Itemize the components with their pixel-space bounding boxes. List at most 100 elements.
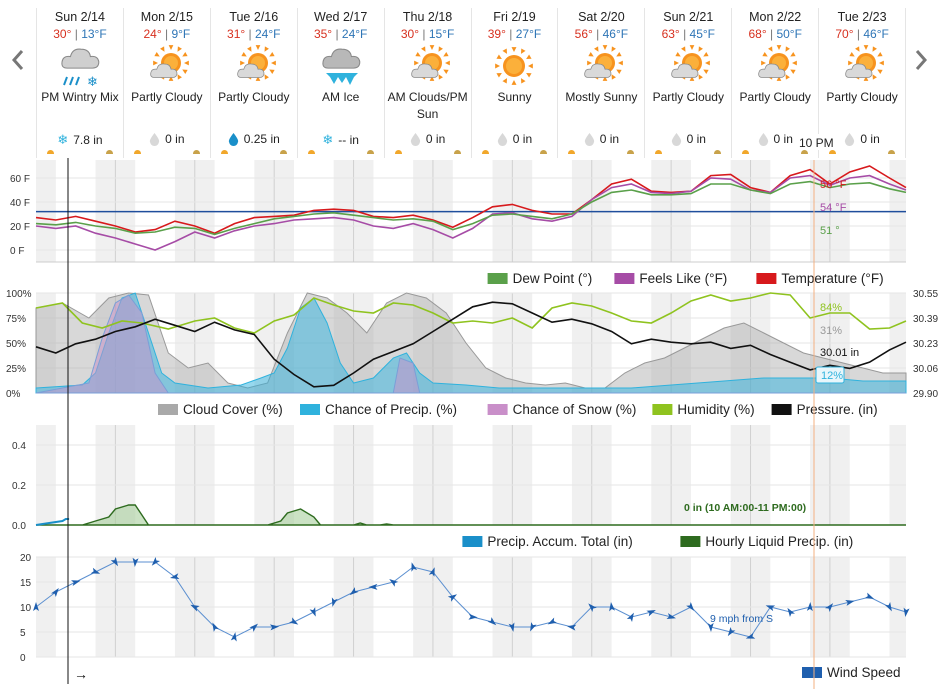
low-temp: 15°F xyxy=(428,27,455,41)
sunset-icon xyxy=(366,150,374,154)
y2-tick-label: 30.06 xyxy=(913,364,938,375)
y-tick-label: 60 F xyxy=(10,174,30,185)
sunset-icon xyxy=(627,150,635,154)
dew-point-end-label: 51 ° xyxy=(820,225,840,237)
legend-label: Precip. Accum. Total (in) xyxy=(487,534,632,549)
drop-icon xyxy=(410,132,421,146)
precip-value: 0 in xyxy=(425,132,446,146)
high-temp: 35° xyxy=(313,27,333,41)
weather-icon-wrap xyxy=(472,43,558,89)
wind-direction-arrow xyxy=(806,602,813,612)
wind-direction-arrow xyxy=(90,567,101,574)
y-tick-label: 50% xyxy=(6,339,26,350)
legend-swatch xyxy=(802,667,822,678)
day-column[interactable]: Mon 2/22 68° | 50°F Partly Cloudy 0 in xyxy=(732,8,820,158)
y-tick-label: 10 xyxy=(20,603,32,614)
hourly-precip-area xyxy=(36,504,906,526)
wind-direction-arrow xyxy=(646,610,656,617)
high-temp: 70° xyxy=(835,27,854,41)
precip-amount: 0 in xyxy=(645,132,731,146)
day-column[interactable]: Wed 2/17 35° | 24°F AM Ice ❄ -- in xyxy=(298,8,385,158)
condition-text: Partly Cloudy xyxy=(652,90,724,104)
day-date: Mon 2/15 xyxy=(140,10,193,24)
sunset-icon xyxy=(279,150,287,154)
y-tick-label: 0% xyxy=(6,389,21,400)
precip-value: 0 in xyxy=(599,132,620,146)
day-column[interactable]: Thu 2/18 30° | 15°F AM Clouds/PM Sun 0 i… xyxy=(385,8,472,158)
y-tick-label: 0 xyxy=(20,653,26,664)
sunrise-icon xyxy=(829,150,837,154)
day-temps: 31° | 24°F xyxy=(211,27,297,41)
y-tick-label: 0.0 xyxy=(12,521,26,532)
previous-days-button[interactable] xyxy=(10,48,26,72)
feels-like-end-label: 54 °F xyxy=(820,202,847,214)
day-temps: 39° | 27°F xyxy=(472,27,558,41)
night-band xyxy=(889,425,906,525)
weather-icon-wrap xyxy=(211,43,297,89)
wind-direction-arrow xyxy=(787,607,795,617)
wind-direction-arrow xyxy=(588,603,597,612)
y-tick-label: 0 F xyxy=(10,246,24,257)
day-temps: 30° | 13°F xyxy=(37,27,123,41)
weather-icon-wrap xyxy=(558,43,644,89)
low-temp: 24°F xyxy=(341,27,368,41)
snow-chance-area xyxy=(35,294,906,394)
partly-cloudy-icon xyxy=(671,45,711,81)
legend-label: Cloud Cover (%) xyxy=(183,402,283,417)
partly-cloudy-icon xyxy=(237,45,276,81)
day-date: Sun 2/21 xyxy=(663,10,714,24)
y-tick-label: 40 F xyxy=(10,198,30,209)
legend-label: Pressure. (in) xyxy=(797,402,878,417)
weather-icon-wrap xyxy=(124,43,210,89)
humidity-end-label: 84% xyxy=(820,302,842,314)
legend-swatch xyxy=(158,404,178,415)
wind-direction-arrow xyxy=(170,573,180,580)
precip-value: -- in xyxy=(338,133,359,147)
sun-moon-markers xyxy=(568,150,635,154)
weather-icon-wrap: ❄ xyxy=(37,43,123,89)
precip-accum-line xyxy=(35,518,70,526)
next-days-button[interactable] xyxy=(913,48,929,72)
condition-text: Partly Cloudy xyxy=(218,90,290,104)
wind-direction-arrow xyxy=(71,580,81,586)
temp-separator: | xyxy=(164,27,169,41)
day-date: Sat 2/20 xyxy=(578,10,625,24)
legend-label: Temperature (°F) xyxy=(781,271,883,286)
day-column[interactable]: Mon 2/15 24° | 9°F Partly Cloudy 0 in xyxy=(124,8,211,158)
precip-amount: 0 in xyxy=(124,132,210,146)
high-temp: 31° xyxy=(227,27,246,41)
condition-text: Sunny xyxy=(497,90,532,104)
precip-amount: 0 in xyxy=(732,132,818,146)
wind-direction-arrow xyxy=(686,602,695,611)
legend-label: Hourly Liquid Precip. (in) xyxy=(705,534,853,549)
day-date: Fri 2/19 xyxy=(493,10,536,24)
wintry-mix-icon: ❄ xyxy=(61,48,100,89)
wind-direction-arrow xyxy=(626,612,634,622)
sun-moon-markers xyxy=(655,150,722,154)
wind-direction-arrow xyxy=(707,622,714,632)
day-column[interactable]: Tue 2/23 70° | 46°F Partly Cloudy 0 in xyxy=(819,8,907,158)
legend-swatch xyxy=(771,404,792,415)
sun-moon-markers xyxy=(481,150,548,154)
day-column[interactable]: Fri 2/19 39° | 27°F Sunny 0 in xyxy=(472,8,559,158)
high-temp: 30° xyxy=(53,27,72,41)
condition-text: PM Wintry Mix xyxy=(41,90,119,104)
low-temp: 13°F xyxy=(81,27,107,41)
day-column[interactable]: Sat 2/20 56° | 46°F Mostly Sunny 0 in xyxy=(558,8,646,158)
legend-label: Feels Like (°F) xyxy=(639,271,727,286)
daily-forecast-strip: Sun 2/14 30° | 13°F ❄ PM Wintry Mix ❄ 7.8… xyxy=(36,8,907,158)
day-column[interactable]: Sun 2/14 30° | 13°F ❄ PM Wintry Mix ❄ 7.8… xyxy=(37,8,124,158)
high-temp: 63° xyxy=(661,27,680,41)
y-tick-label: 5 xyxy=(20,628,26,639)
wind-direction-arrow xyxy=(151,557,160,566)
day-temps: 30° | 15°F xyxy=(385,27,471,41)
legend-swatch xyxy=(614,273,635,284)
day-date: Mon 2/22 xyxy=(749,10,802,24)
low-temp: 46°F xyxy=(863,27,889,41)
condition-text: Partly Cloudy xyxy=(131,90,203,104)
day-column[interactable]: Tue 2/16 31° | 24°F Partly Cloudy 0.25 i… xyxy=(211,8,298,158)
day-column[interactable]: Sun 2/21 63° | 45°F Partly Cloudy 0 in xyxy=(645,8,733,158)
mostly-sunny-icon xyxy=(584,45,624,81)
cloud-end-label: 31% xyxy=(820,325,842,337)
wind-direction-arrow xyxy=(864,592,875,600)
